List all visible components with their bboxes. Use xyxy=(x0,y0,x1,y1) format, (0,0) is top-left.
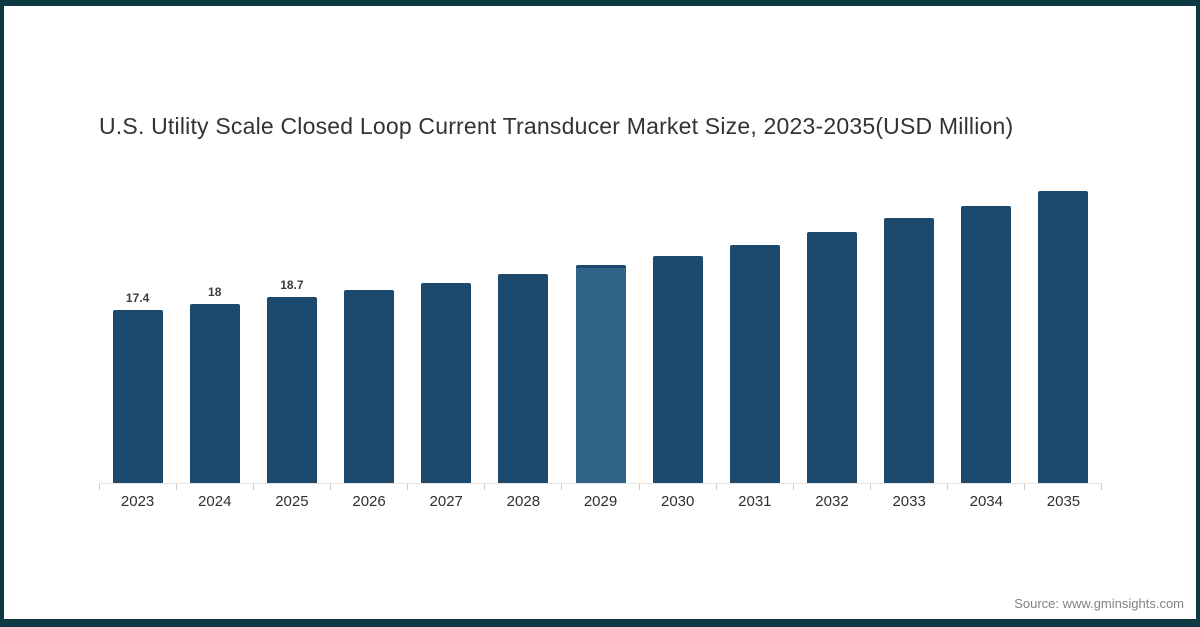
bar-slot-2025: 18.7 xyxy=(253,186,330,483)
bar-slot-2034 xyxy=(948,186,1025,483)
axis-tick-cell xyxy=(330,484,407,490)
bar-slot-2032 xyxy=(793,186,870,483)
bar-2028 xyxy=(498,274,549,483)
axis-tick-cell xyxy=(715,484,793,490)
bar-slot-2026 xyxy=(330,186,407,483)
bar-value-label: 18.7 xyxy=(280,278,304,292)
x-axis-labels: 2023 2024 2025 2026 2027 2028 2029 2030 2031 2032… xyxy=(99,493,1102,510)
chart-title: U.S. Utility Scale Closed Loop Current T… xyxy=(99,113,1014,139)
bar-slot-2023: 17.4 xyxy=(99,186,176,483)
bar-slot-2029 xyxy=(562,186,639,483)
x-axis-label-2028: 2028 xyxy=(506,493,541,510)
x-axis-label-2025: 2025 xyxy=(275,493,309,510)
bar-slot-2030 xyxy=(639,186,716,483)
x-axis-label-2026: 2026 xyxy=(352,493,386,510)
axis-tick-cell xyxy=(561,484,638,490)
bar-slot-2027 xyxy=(408,186,485,483)
axis-tick-cell xyxy=(869,484,947,490)
axis-tick-cell xyxy=(253,484,330,490)
bar-2031 xyxy=(729,245,780,483)
x-axis-label-2029: 2029 xyxy=(583,493,618,510)
bar-slot-2035 xyxy=(1025,186,1102,483)
x-axis-label-2024: 2024 xyxy=(198,493,232,510)
bar-2033 xyxy=(884,218,935,483)
bar-2023 xyxy=(112,310,163,483)
bar-2032 xyxy=(806,232,857,483)
bar-slot-2033 xyxy=(871,186,948,483)
bar-2027 xyxy=(421,283,472,483)
x-axis-ticks xyxy=(99,484,1102,490)
axis-tick-cell xyxy=(176,484,253,490)
bar-2024 xyxy=(189,304,240,483)
bar-2025 xyxy=(266,297,317,483)
bar-2034 xyxy=(961,206,1012,483)
x-axis-label-2030: 2030 xyxy=(660,493,695,510)
x-axis-label-2034: 2034 xyxy=(969,493,1003,510)
bar-2026 xyxy=(344,290,395,483)
bar-2029 xyxy=(575,265,626,483)
bar-2035 xyxy=(1038,191,1089,483)
source-attribution: Source: www.gminsights.com xyxy=(1014,596,1184,611)
axis-tick-cell xyxy=(484,484,561,490)
axis-tick-cell xyxy=(946,484,1024,490)
bar-value-label: 18 xyxy=(208,285,222,299)
x-axis-label-2035: 2035 xyxy=(1046,493,1081,510)
x-axis-label-2023: 2023 xyxy=(120,493,155,510)
bar-value-label: 17.4 xyxy=(125,291,150,305)
axis-tick-cell xyxy=(1023,484,1101,490)
bar-slot-2028 xyxy=(485,186,562,483)
axis-tick-cell xyxy=(99,484,176,490)
bar-2030 xyxy=(652,256,703,483)
x-axis-label-2033: 2033 xyxy=(892,493,926,510)
bar-slot-2031 xyxy=(716,186,793,483)
x-axis-label-2031: 2031 xyxy=(738,493,772,510)
x-axis-label-2027: 2027 xyxy=(429,493,463,510)
bar-slot-2024: 18 xyxy=(176,186,253,483)
x-axis-label-2032: 2032 xyxy=(815,493,849,510)
axis-tick-cell xyxy=(638,484,716,490)
plot-area: 17.4 18 18.7 xyxy=(99,186,1102,484)
axis-tick-cell xyxy=(407,484,484,490)
axis-tick-cell xyxy=(792,484,870,490)
